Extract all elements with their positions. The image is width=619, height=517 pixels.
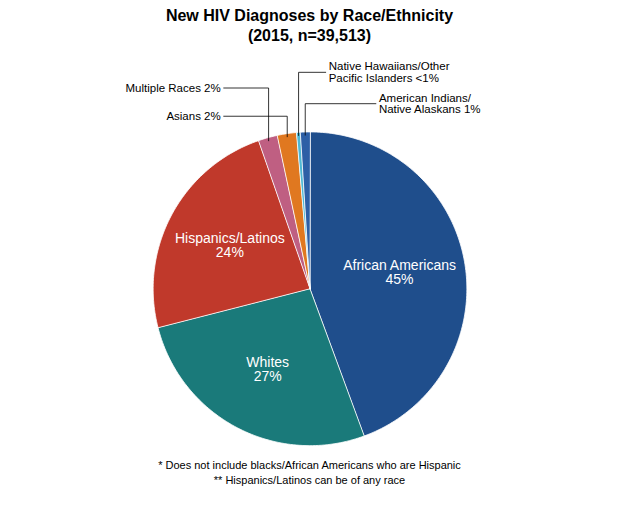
html-text:New HIV Diagnoses by Race/Ethn: New HIV Diagnoses by Race/Ethnicity (201… <box>165 7 454 44</box>
html-text:** Hispanics/Latinos can be of: ** Hispanics/Latinos can be of any race <box>213 474 406 486</box>
svg-text:African Americans45%: African Americans45% <box>343 257 456 287</box>
svg-text:American Indians/Native Alaska: American Indians/Native Alaskans 1% <box>379 92 481 116</box>
svg-text:Multiple Races 2%: Multiple Races 2% <box>125 82 220 94</box>
svg-text:Native Hawaiians/OtherPacific: Native Hawaiians/OtherPacific Islanders … <box>329 60 450 84</box>
svg-text:Hispanics/Latinos24%: Hispanics/Latinos24% <box>175 230 285 260</box>
html-text:* Does not include blacks/Afri: * Does not include blacks/African Americ… <box>158 459 461 471</box>
svg-text:Whites27%: Whites27% <box>246 354 289 384</box>
svg-text:Asians 2%: Asians 2% <box>166 110 220 122</box>
